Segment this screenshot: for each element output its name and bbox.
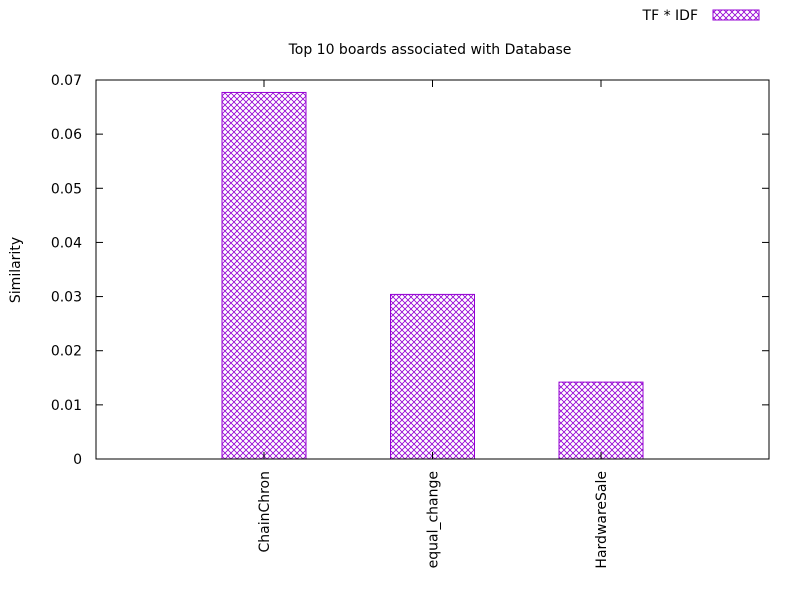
legend-label: TF * IDF xyxy=(642,8,698,24)
x-tick-label: HardwareSale xyxy=(594,471,610,569)
y-axis-ticks: 0 0.01 0.02 0.03 0.04 0.05 0.06 0.07 xyxy=(51,73,769,468)
y-tick-label: 0.07 xyxy=(51,73,82,89)
bar-equal-change xyxy=(390,293,475,460)
y-axis-label: Similarity xyxy=(8,237,24,303)
y-tick-label: 0.02 xyxy=(51,344,82,360)
chart-title: Top 10 boards associated with Database xyxy=(288,42,572,58)
bars-group xyxy=(221,91,644,460)
y-tick-label: 0.05 xyxy=(51,181,82,197)
legend-swatch xyxy=(712,9,760,21)
bar-chainchron xyxy=(221,91,307,460)
y-tick-label: 0.06 xyxy=(51,127,82,143)
y-tick-label: 0.04 xyxy=(51,235,82,251)
y-tick-label: 0.03 xyxy=(51,290,82,306)
y-tick-label: 0 xyxy=(73,452,82,468)
x-tick-label: ChainChron xyxy=(257,471,273,553)
x-tick-label: equal_change xyxy=(426,471,442,568)
plot-frame xyxy=(95,79,770,460)
y-tick-label: 0.01 xyxy=(51,398,82,414)
x-axis-labels: ChainChron equal_change HardwareSale xyxy=(257,80,610,569)
bar-hardwaresale xyxy=(558,381,644,460)
